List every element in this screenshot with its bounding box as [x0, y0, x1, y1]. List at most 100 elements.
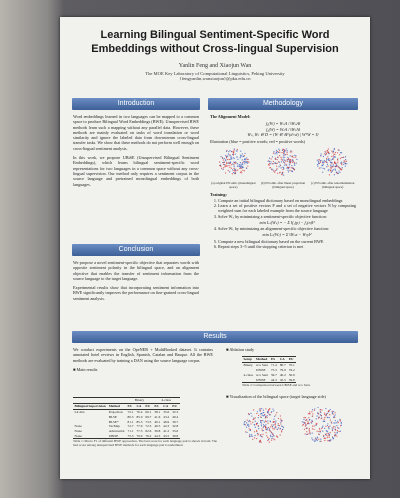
- visual-title: Visualization of the bilingual space (ta…: [229, 394, 326, 399]
- dot: [324, 440, 326, 442]
- cell: 75.3: [270, 367, 277, 372]
- dot: [264, 416, 267, 418]
- dot: [322, 172, 324, 174]
- subheading: ■ Main results: [73, 366, 98, 372]
- cell: 32.3: [170, 408, 180, 415]
- dot: [230, 168, 232, 170]
- dot: [289, 162, 292, 164]
- cell: 4-class: [243, 372, 253, 377]
- dot: [317, 413, 320, 415]
- dot: [324, 428, 326, 430]
- dot: [224, 166, 226, 168]
- dot: [253, 437, 256, 439]
- dot: [238, 166, 241, 168]
- subheading: Training:: [210, 192, 227, 198]
- steps: Compute an initial bilingual dictionary …: [210, 198, 356, 250]
- dot: [258, 415, 260, 417]
- dot: [273, 151, 275, 153]
- cell: 40.2: [279, 372, 286, 377]
- formulas: f₁(W) = WₛA / ‖WₛA‖ f₂(W) = WₜA / ‖WₜA‖ Wₛ…: [210, 121, 356, 137]
- dot: [335, 162, 337, 165]
- dot: [327, 440, 329, 442]
- dot: [339, 420, 341, 422]
- cell: Projection: [107, 408, 127, 415]
- dot: [322, 168, 324, 170]
- dot: [252, 419, 254, 421]
- dot: [328, 417, 330, 419]
- dot: [340, 421, 342, 424]
- dot: [279, 434, 281, 436]
- header-row: Setup Method ES CA EU: [242, 356, 297, 363]
- dot: [309, 432, 311, 434]
- dot: [239, 162, 241, 164]
- dot: [247, 413, 250, 415]
- dot: [261, 428, 263, 430]
- dot: [301, 421, 303, 423]
- dot: [245, 426, 248, 428]
- dot: [267, 437, 269, 439]
- dot: [232, 152, 235, 154]
- dot: [232, 163, 234, 166]
- dot: [331, 162, 333, 164]
- dot: [225, 155, 227, 157]
- dot: [283, 153, 285, 155]
- dot: [315, 425, 317, 427]
- dot: [267, 422, 269, 425]
- dot: [244, 163, 246, 165]
- dot: [283, 159, 286, 162]
- dot: [228, 165, 230, 167]
- dot: [276, 159, 278, 161]
- dot: [333, 148, 336, 150]
- dot: [268, 165, 270, 167]
- dot: [320, 153, 322, 156]
- dot: [286, 161, 288, 163]
- cell: w/o Sent: [254, 361, 270, 368]
- dot: [308, 430, 311, 432]
- dot: [282, 157, 284, 159]
- dot: [222, 167, 225, 169]
- dot: [223, 162, 225, 164]
- dot: [339, 152, 342, 154]
- dot: [335, 163, 338, 166]
- dot: [270, 158, 272, 161]
- dot: [291, 171, 294, 173]
- dot: [289, 151, 292, 154]
- dot: [275, 420, 277, 423]
- dot: [303, 429, 306, 431]
- dot: [282, 155, 285, 157]
- dot: [283, 151, 286, 153]
- section-heading: Introduction: [72, 98, 200, 110]
- dot: [295, 163, 297, 165]
- header-cell: EU: [143, 402, 153, 410]
- dot: [341, 157, 343, 159]
- dot: [317, 166, 319, 168]
- dot: [254, 417, 256, 419]
- dot: [236, 149, 238, 151]
- dot: [232, 154, 234, 156]
- dot: [293, 163, 296, 165]
- dot: [267, 412, 270, 414]
- dot: [273, 421, 276, 423]
- header-cell: CA: [278, 356, 288, 363]
- dot: [233, 168, 235, 170]
- dot: [248, 162, 250, 164]
- dot: [245, 161, 247, 163]
- dot: [311, 425, 314, 428]
- paragraph: We propose a novel sentiment-specific ob…: [73, 260, 199, 281]
- dot: [317, 417, 320, 420]
- dot: [251, 435, 253, 438]
- dot: [280, 167, 282, 169]
- dot: [268, 429, 270, 432]
- dot: [260, 434, 262, 436]
- header-cell: CA: [134, 402, 144, 410]
- dot: [293, 169, 296, 171]
- dot: [311, 428, 314, 430]
- dot: [325, 166, 328, 168]
- dot: [341, 164, 343, 166]
- dot: [325, 408, 327, 410]
- dot: [269, 421, 271, 423]
- dot: [330, 165, 332, 167]
- dot: [248, 435, 251, 437]
- paragraph: In this work, we propose UBiSE (Unsuperv…: [73, 155, 199, 187]
- dot: [284, 154, 286, 157]
